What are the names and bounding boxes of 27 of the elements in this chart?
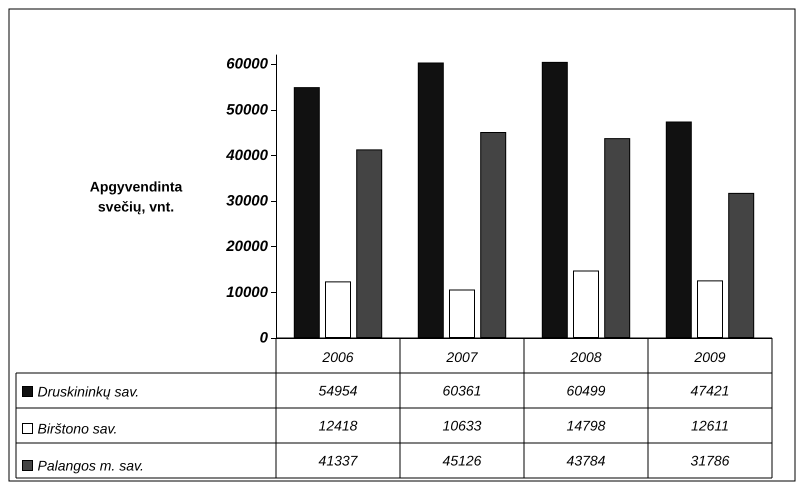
y-tick-label: 50000: [226, 101, 269, 118]
data-label: 14798: [566, 418, 606, 434]
data-label: 12611: [691, 418, 729, 434]
data-label: 41337: [318, 452, 359, 468]
x-tick-label: 2007: [445, 349, 479, 365]
data-label: 47421: [690, 382, 730, 398]
data-label: 12418: [318, 418, 358, 434]
legend-label: Druskininkų sav.: [38, 384, 140, 400]
y-tick-label: 30000: [226, 192, 269, 210]
y-tick-label: 20000: [225, 238, 269, 256]
data-label: 60361: [442, 382, 482, 398]
x-tick-label: 2006: [321, 349, 354, 365]
y-axis-title: Apgyvendinta svečių, vnt.: [90, 178, 182, 214]
data-label: 60499: [566, 382, 606, 398]
y-tick-label: 10000: [226, 284, 269, 301]
legend-label: Palangos m. sav.: [38, 458, 144, 474]
y-tick-label: 0: [260, 330, 269, 346]
data-label: 45126: [442, 452, 482, 468]
legend-label: Birštono sav.: [38, 420, 118, 436]
x-tick-label: 2008: [569, 349, 602, 365]
x-tick-label: 2009: [693, 349, 726, 365]
y-tick-label: 40000: [225, 146, 269, 164]
data-label: 54954: [318, 382, 358, 398]
data-label: 10633: [442, 418, 482, 434]
y-tick-label: 60000: [226, 56, 269, 73]
data-label: 31786: [690, 452, 730, 468]
data-label: 43784: [566, 452, 606, 468]
